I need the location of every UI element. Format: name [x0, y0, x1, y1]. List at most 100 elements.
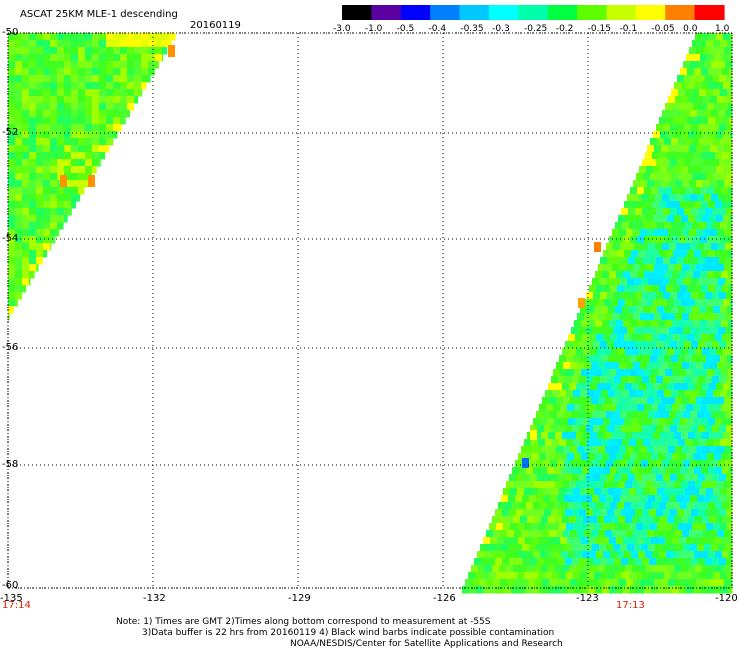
- swath-cell: [683, 194, 691, 202]
- swath-cell: [700, 369, 708, 377]
- swath-cell: [712, 124, 720, 132]
- swath-cell: [533, 551, 541, 559]
- swath-cell: [661, 446, 669, 454]
- swath-cell: [637, 271, 645, 279]
- swath-cell: [566, 390, 574, 398]
- swath-cell: [653, 166, 661, 174]
- swath-cell: [560, 586, 568, 594]
- swath-cell: [8, 82, 16, 90]
- swath-cell: [15, 110, 23, 118]
- swath-cell: [710, 180, 718, 188]
- swath-cell: [660, 383, 668, 391]
- swath-cell: [518, 453, 526, 461]
- swath-cell: [584, 397, 592, 405]
- swath-cell: [729, 117, 733, 125]
- swath-cell: [113, 40, 121, 48]
- swath-cell: [85, 75, 93, 83]
- swath-cell: [587, 355, 595, 363]
- swath-cell: [601, 523, 609, 531]
- swath-cell: [598, 362, 606, 370]
- swath-cell: [15, 222, 23, 230]
- swath-cell: [679, 271, 687, 279]
- swath-cell: [608, 355, 616, 363]
- swath-cell: [78, 54, 86, 62]
- swath-cell: [645, 250, 653, 258]
- swath-cell: [8, 187, 16, 195]
- swath-cell: [50, 138, 58, 146]
- swath-cell: [64, 40, 72, 48]
- swath-cell: [654, 229, 662, 237]
- swath-cell: [29, 138, 37, 146]
- swath-cell: [651, 369, 659, 377]
- swath-cell: [715, 201, 723, 209]
- swath-cell: [99, 131, 107, 139]
- swath-cell: [684, 292, 692, 300]
- swath-cell: [599, 495, 607, 503]
- swath-cell: [611, 432, 619, 440]
- swath-cell: [634, 544, 642, 552]
- swath-cell: [570, 579, 578, 587]
- swath-cell: [99, 68, 107, 76]
- swath-cell: [652, 502, 660, 510]
- swath-cell: [660, 215, 668, 223]
- swath-cell: [649, 474, 657, 482]
- swath-cell: [625, 481, 633, 489]
- swath-cell: [635, 341, 643, 349]
- swath-cell: [36, 47, 44, 55]
- swath-cell: [539, 537, 547, 545]
- swath-cell: [588, 369, 596, 377]
- swath-cell: [709, 481, 717, 489]
- swath-cell: [678, 572, 686, 580]
- swath-cell: [504, 537, 512, 545]
- swath-cell: [127, 54, 135, 62]
- swath-cell: [471, 565, 479, 573]
- swath-cell: [627, 243, 635, 251]
- note-line-3: NOAA/NESDIS/Center for Satellite Applica…: [290, 639, 563, 649]
- swath-cell: [696, 446, 704, 454]
- swath-cell: [71, 152, 79, 160]
- swath-cell: [670, 425, 678, 433]
- swath-cell: [594, 306, 602, 314]
- swath-cell: [662, 194, 670, 202]
- swath-cell: [717, 96, 725, 104]
- swath-cell: [651, 586, 659, 594]
- swath-cell: [536, 544, 544, 552]
- swath-cell: [541, 481, 549, 489]
- swath-cell: [629, 390, 637, 398]
- swath-cell: [723, 565, 731, 573]
- swath-cell: [704, 278, 712, 286]
- swath-cell: [64, 187, 72, 195]
- swath-cell: [71, 96, 79, 104]
- swath-cell: [700, 320, 708, 328]
- swath-cell: [621, 474, 629, 482]
- swath-cell: [64, 138, 72, 146]
- swath-cell: [685, 439, 693, 447]
- swath-cell: [654, 446, 662, 454]
- swath-cell: [43, 96, 51, 104]
- swath-cell: [631, 418, 639, 426]
- swath-cell: [127, 82, 135, 90]
- swath-cell: [78, 138, 86, 146]
- swath-cell: [622, 523, 630, 531]
- swath-cell: [607, 509, 615, 517]
- swath-cell: [22, 166, 30, 174]
- swath-cell: [581, 369, 589, 377]
- swath-cell: [659, 152, 667, 160]
- swath-cell: [713, 355, 721, 363]
- swath-cell: [616, 236, 624, 244]
- swath-cell: [616, 271, 624, 279]
- swath-cell: [656, 509, 664, 517]
- swath-cell: [644, 404, 652, 412]
- swath-cell: [691, 257, 699, 265]
- colorbar-swatch: [606, 5, 637, 20]
- swath-cell: [654, 264, 662, 272]
- swath-cell: [647, 446, 655, 454]
- swath-cell: [618, 481, 626, 489]
- swath-cell: [540, 502, 548, 510]
- swath-cell: [709, 348, 717, 356]
- swath-cell: [702, 215, 710, 223]
- swath-cell: [691, 341, 699, 349]
- swath-cell: [656, 558, 664, 566]
- swath-cell: [614, 509, 622, 517]
- swath-cell: [680, 551, 688, 559]
